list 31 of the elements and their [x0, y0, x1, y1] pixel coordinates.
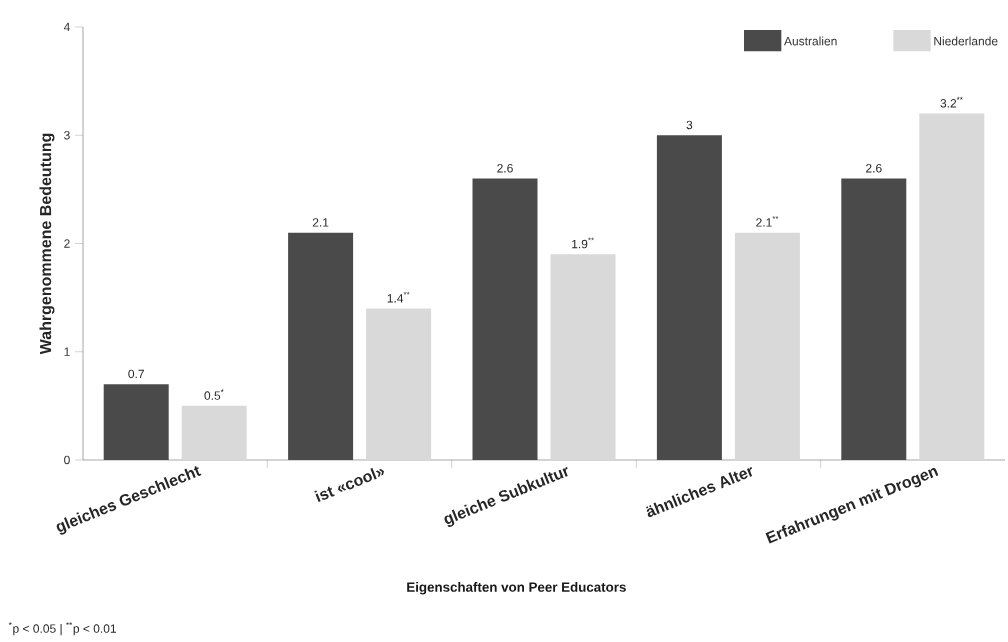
bar	[181, 405, 247, 460]
y-tick-label: 0	[64, 455, 70, 465]
data-label: 0.5$^{*}$	[204, 389, 224, 400]
y-tick-label: 3	[64, 130, 70, 140]
data-label: 3	[686, 120, 693, 130]
bar	[288, 232, 354, 460]
data-label: 2.6	[497, 163, 513, 173]
data-label: 3.2$^{**}$	[940, 96, 963, 108]
bar	[734, 232, 800, 460]
x-tick-label: ist «cool»	[314, 467, 384, 503]
y-tick-label: 2	[64, 239, 70, 248]
bar	[656, 135, 722, 460]
x-axis-title: Eigenschaften von Peer Educators	[407, 582, 626, 595]
legend-label: Niederlande	[934, 36, 998, 46]
data-label: 1.4$^{**}$	[387, 291, 410, 303]
bar	[841, 178, 907, 460]
y-axis-title: Wahrgenommene Bedeutung	[39, 133, 55, 355]
y-tick-label: 1	[64, 347, 70, 356]
y-tick-label: 4	[63, 22, 70, 32]
data-label: 0.7	[128, 369, 144, 379]
bar	[550, 254, 616, 460]
data-label: 2.1$^{**}$	[756, 216, 779, 227]
data-label: 2.1	[312, 218, 329, 227]
data-label: 1.9$^{**}$	[572, 237, 594, 249]
bar	[103, 384, 169, 460]
bar	[919, 113, 985, 460]
text: $^{*}$p < 0.05 | $^{**}$p < 0.01	[8, 622, 116, 636]
legend-label: Australien	[784, 36, 837, 46]
data-label: 2.6	[866, 163, 882, 173]
bar	[366, 308, 432, 460]
bar	[472, 178, 538, 460]
